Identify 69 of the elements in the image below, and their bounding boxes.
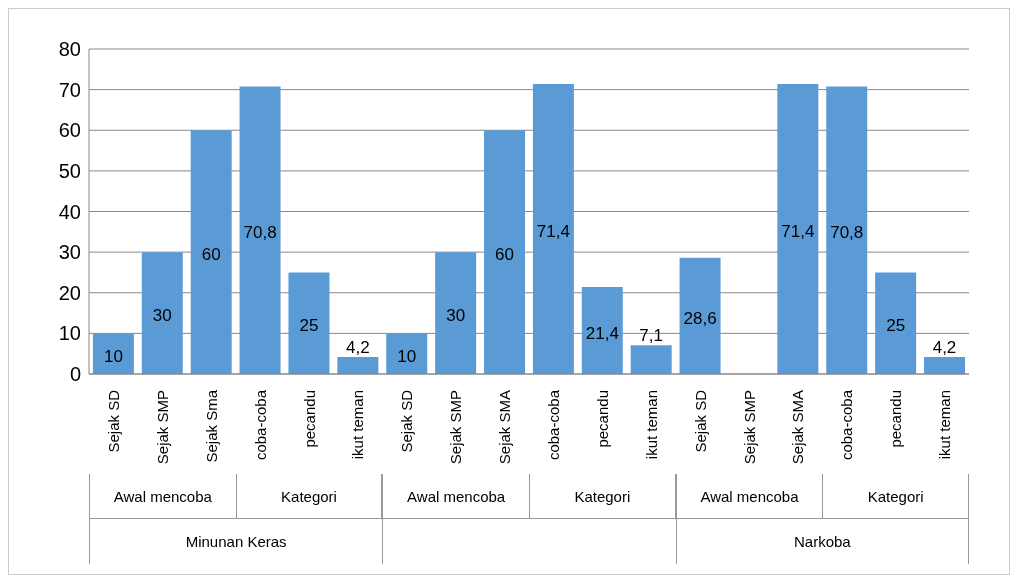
x-tick-label: Sejak SMP [447,390,465,465]
text: Awal mencoba [407,487,506,505]
data-label: 10 [103,346,123,366]
bar [630,345,672,374]
bar [777,83,819,374]
data-label: 21,4 [585,323,619,343]
y-tick-label: 20 [58,281,81,304]
bar [239,86,281,374]
x-tick-label: ikut teman [642,390,660,460]
data-label: 25 [886,316,906,336]
y-tick-label: 10 [58,322,81,345]
bar [924,356,966,374]
x-tick-label: Sejak SMP [740,390,758,465]
data-label: 70,8 [243,223,277,243]
data-label: 10 [397,346,417,366]
data-label: 7,1 [639,326,664,346]
x-tick-label: ikut teman [349,390,367,460]
data-label: 28,6 [683,308,717,328]
bar [484,130,526,374]
x-tick-label: coba-coba [544,389,562,461]
bar [337,356,379,374]
data-label: 4,2 [932,337,957,357]
bar [386,333,428,374]
x-tick-label: pecandu [300,390,318,448]
x-tick-label: Sejak SMA [496,390,514,465]
x-tick-label: ikut teman [936,390,954,460]
text: Kategori [281,487,337,505]
x-tick-label: Sejak SMA [789,390,807,465]
data-label: 71,4 [536,221,570,241]
bar [92,333,134,374]
data-label: 25 [299,316,319,336]
y-tick-label: 80 [58,38,81,61]
y-tick-label: 0 [69,363,81,386]
data-label: 71,4 [781,221,815,241]
y-tick-label: 70 [58,78,81,101]
bar [679,257,721,374]
data-label: 30 [152,306,172,326]
x-tick-label: Sejak SD [104,389,122,453]
text: Awal mencoba [113,487,212,505]
bar [141,252,183,374]
text: Awal mencoba [700,487,799,505]
bar [581,287,623,374]
data-label: 30 [446,306,466,326]
bar [288,272,330,374]
x-tick-label: coba-coba [251,389,269,461]
x-tick-label: Sejak SMP [153,390,171,465]
x-tick-label: Sejak SD [691,389,709,453]
y-tick-label: 40 [58,200,81,223]
bar [532,83,574,374]
y-tick-label: 50 [58,159,81,182]
y-tick-label: 60 [58,119,81,142]
text: Kategori [867,487,924,505]
bar [435,252,477,374]
data-label: 70,8 [830,223,864,243]
text: Minunan Keras [185,533,287,550]
bar [190,130,232,374]
data-label: 60 [495,245,514,265]
data-label: 60 [201,245,221,265]
y-tick-label: 30 [58,241,81,264]
x-tick-label: Sejak SD [398,389,416,453]
text: Kategori [574,487,631,505]
x-tick-label: coba-coba [838,389,856,461]
bar [875,272,917,374]
text: Narkoba [793,533,851,550]
x-tick-label: pecandu [593,390,611,448]
x-tick-label: Sejak Sma [202,389,220,463]
bar [826,86,868,374]
data-label: 4,2 [346,337,370,357]
x-tick-label: pecandu [887,390,905,448]
